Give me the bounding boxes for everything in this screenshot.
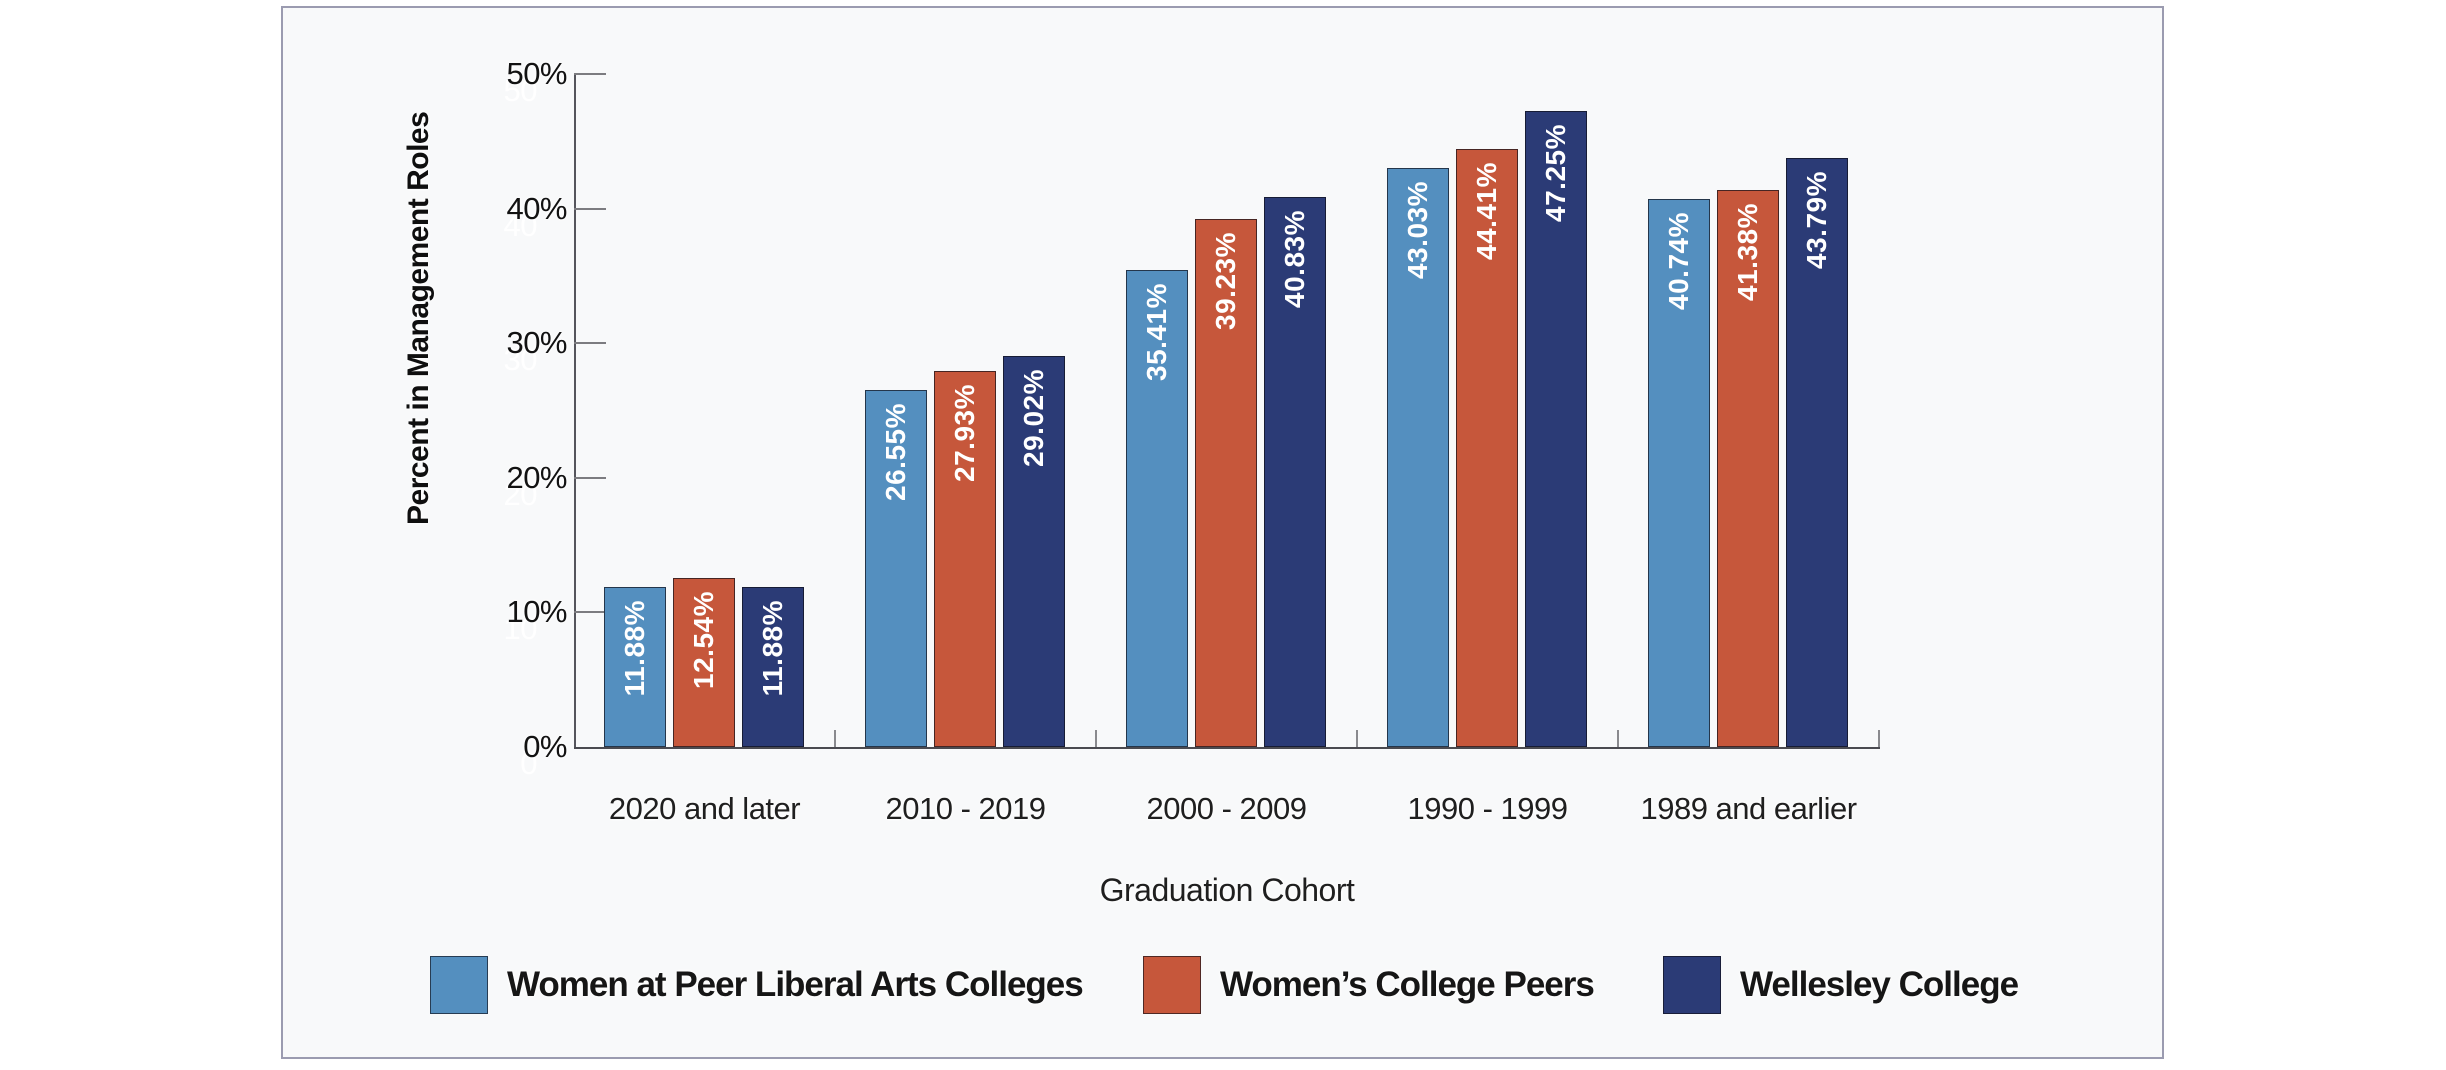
category-label: 2000 - 2009 (1146, 791, 1307, 826)
bar: 11.88% (742, 587, 804, 747)
bar-value-label: 40.83% (1279, 210, 1310, 308)
category-label: 2010 - 2019 (885, 791, 1046, 826)
y-tick-line (574, 476, 606, 479)
bar: 41.38% (1717, 190, 1779, 747)
y-tick-ghost: 20 (503, 476, 537, 512)
bar: 11.88% (604, 587, 666, 747)
y-tick-label: 50 50% (283, 52, 567, 108)
bar: 44.41% (1456, 149, 1518, 747)
y-tick-ghost: 40 (503, 207, 537, 243)
bar: 47.25% (1525, 111, 1587, 747)
legend-item: Wellesley College (1663, 956, 2019, 1014)
bar: 43.79% (1786, 158, 1848, 747)
bar: 29.02% (1003, 356, 1065, 747)
y-tick-ghost: 30 (503, 342, 537, 378)
y-tick-label: 40 40% (283, 187, 567, 243)
bar-value-label: 29.02% (1018, 369, 1049, 467)
legend-label: Women’s College Peers (1220, 965, 1595, 1004)
bar: 27.93% (934, 371, 996, 747)
bar-value-label: 39.23% (1210, 232, 1241, 330)
bar-value-label: 43.79% (1801, 171, 1832, 269)
y-tick-label: 0 0% (283, 725, 567, 781)
bar-value-label: 26.55% (880, 403, 911, 501)
legend-label: Women at Peer Liberal Arts Colleges (507, 965, 1084, 1004)
x-tick-line (1617, 730, 1619, 747)
x-axis-line (574, 747, 1880, 749)
bar: 39.23% (1195, 219, 1257, 747)
bar-value-label: 40.74% (1663, 212, 1694, 310)
x-tick-line (1356, 730, 1358, 747)
bar: 12.54% (673, 578, 735, 747)
bar-value-label: 11.88% (757, 600, 788, 697)
legend-swatch (430, 956, 488, 1014)
legend-swatch (1663, 956, 1721, 1014)
y-tick-label: 30 30% (283, 321, 567, 377)
bar-value-label: 47.25% (1540, 124, 1571, 222)
y-tick-label: 20 20% (283, 456, 567, 512)
legend-item: Women’s College Peers (1143, 956, 1595, 1014)
y-tick-line (574, 73, 606, 75)
bar: 43.03% (1387, 168, 1449, 747)
x-tick-line (834, 730, 836, 747)
category-label: 1990 - 1999 (1407, 791, 1568, 826)
category-label: 1989 and earlier (1640, 791, 1857, 826)
bar-value-label: 12.54% (688, 591, 719, 689)
bar-value-label: 44.41% (1471, 162, 1502, 260)
y-tick-ghost: 0 (520, 746, 537, 781)
y-tick-ghost: 10 (503, 611, 537, 647)
legend-item: Women at Peer Liberal Arts Colleges (430, 956, 1084, 1014)
bar-value-label: 11.88% (619, 600, 650, 697)
y-tick-line (574, 207, 606, 210)
legend-label: Wellesley College (1740, 965, 2019, 1004)
x-tick-line (1878, 730, 1880, 747)
bar-value-label: 41.38% (1732, 203, 1763, 301)
y-axis-line (574, 74, 576, 749)
y-tick-line (574, 342, 606, 345)
bar-value-label: 43.03% (1402, 181, 1433, 279)
bar: 26.55% (865, 390, 927, 747)
x-tick-line (1095, 730, 1097, 747)
legend-swatch (1143, 956, 1201, 1014)
x-axis-title: Graduation Cohort (1099, 872, 1355, 908)
chart-panel: Percent in Management Roles 0 0% 10 10% 20 20… (281, 6, 2164, 1059)
bar-value-label: 27.93% (949, 384, 980, 482)
bar-value-label: 35.41% (1141, 283, 1172, 381)
category-label: 2020 and later (608, 791, 801, 826)
bar: 40.74% (1648, 199, 1710, 747)
bar: 40.83% (1264, 197, 1326, 747)
y-tick-ghost: 50 (503, 73, 537, 108)
y-tick-label: 10 10% (283, 590, 567, 646)
bar: 35.41% (1126, 270, 1188, 747)
y-tick-line (574, 611, 606, 614)
